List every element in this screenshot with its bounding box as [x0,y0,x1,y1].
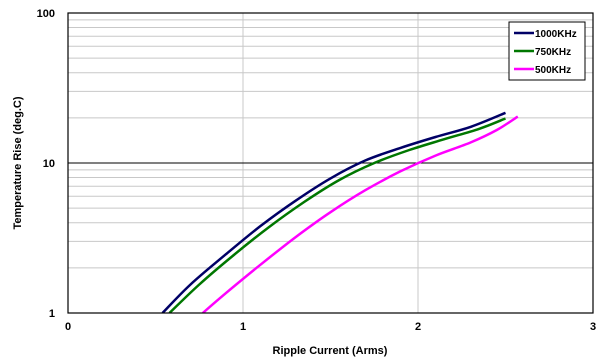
series-line-500KHz [201,115,519,313]
series-line-1000KHz [161,111,506,313]
series-line-750KHz [168,117,506,313]
y-axis-title: Temperature Rise (deg.C) [12,96,24,229]
y-tick-label: 10 [43,158,55,170]
x-tick-label: 3 [590,321,596,333]
series-lines [161,111,519,313]
x-tick-label: 2 [415,321,421,333]
y-tick-label: 1 [49,308,55,320]
y-tick-label: 100 [37,8,55,20]
legend-label: 1000KHz [535,29,577,40]
x-tick-label: 0 [65,321,71,333]
plot-frame [67,12,594,314]
x-tick-label: 1 [240,321,246,333]
x-axis-title: Ripple Current (Arms) [273,345,388,357]
legend-label: 750KHz [535,47,571,58]
legend-label: 500KHz [535,65,571,76]
legend: 1000KHz 750KHz 500KHz [508,21,586,81]
